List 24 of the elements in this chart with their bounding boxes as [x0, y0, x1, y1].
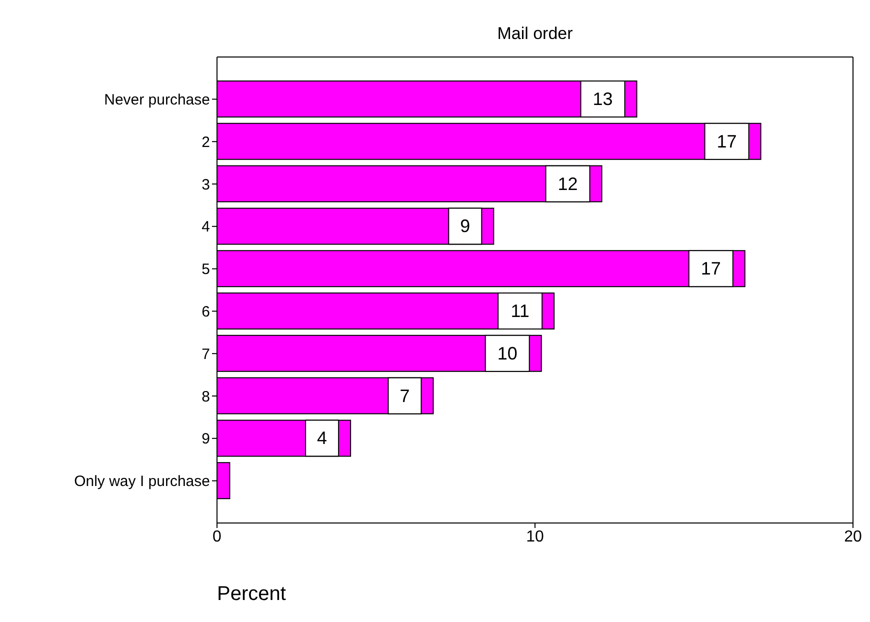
y-tick-label: 5 [202, 261, 210, 278]
y-tick-label: 8 [202, 388, 210, 406]
data-label: 13 [592, 89, 613, 109]
x-tick-label: 10 [526, 528, 544, 546]
y-tick-label: 9 [202, 430, 210, 448]
data-label: 17 [716, 131, 737, 152]
y-tick-label: 4 [202, 218, 210, 236]
x-axis-title: Percent [217, 583, 286, 605]
x-tick-label: 20 [844, 528, 862, 546]
data-label: 9 [460, 216, 470, 236]
data-label: 12 [558, 174, 578, 194]
y-tick-label: 3 [202, 176, 210, 194]
data-label: 10 [497, 343, 518, 364]
y-tick-label: 7 [202, 346, 210, 363]
data-label: 4 [317, 428, 328, 448]
x-tick-label: 0 [212, 528, 222, 546]
y-tick-label: Never purchase [104, 92, 210, 109]
chart-title: Mail order [497, 24, 573, 43]
data-label: 17 [700, 258, 721, 279]
data-label: 11 [510, 301, 530, 321]
y-tick-label: Only way I purchase [74, 473, 210, 490]
data-label: 7 [400, 386, 410, 406]
y-tick-label: 2 [202, 134, 210, 151]
y-tick-label: 6 [202, 304, 210, 321]
